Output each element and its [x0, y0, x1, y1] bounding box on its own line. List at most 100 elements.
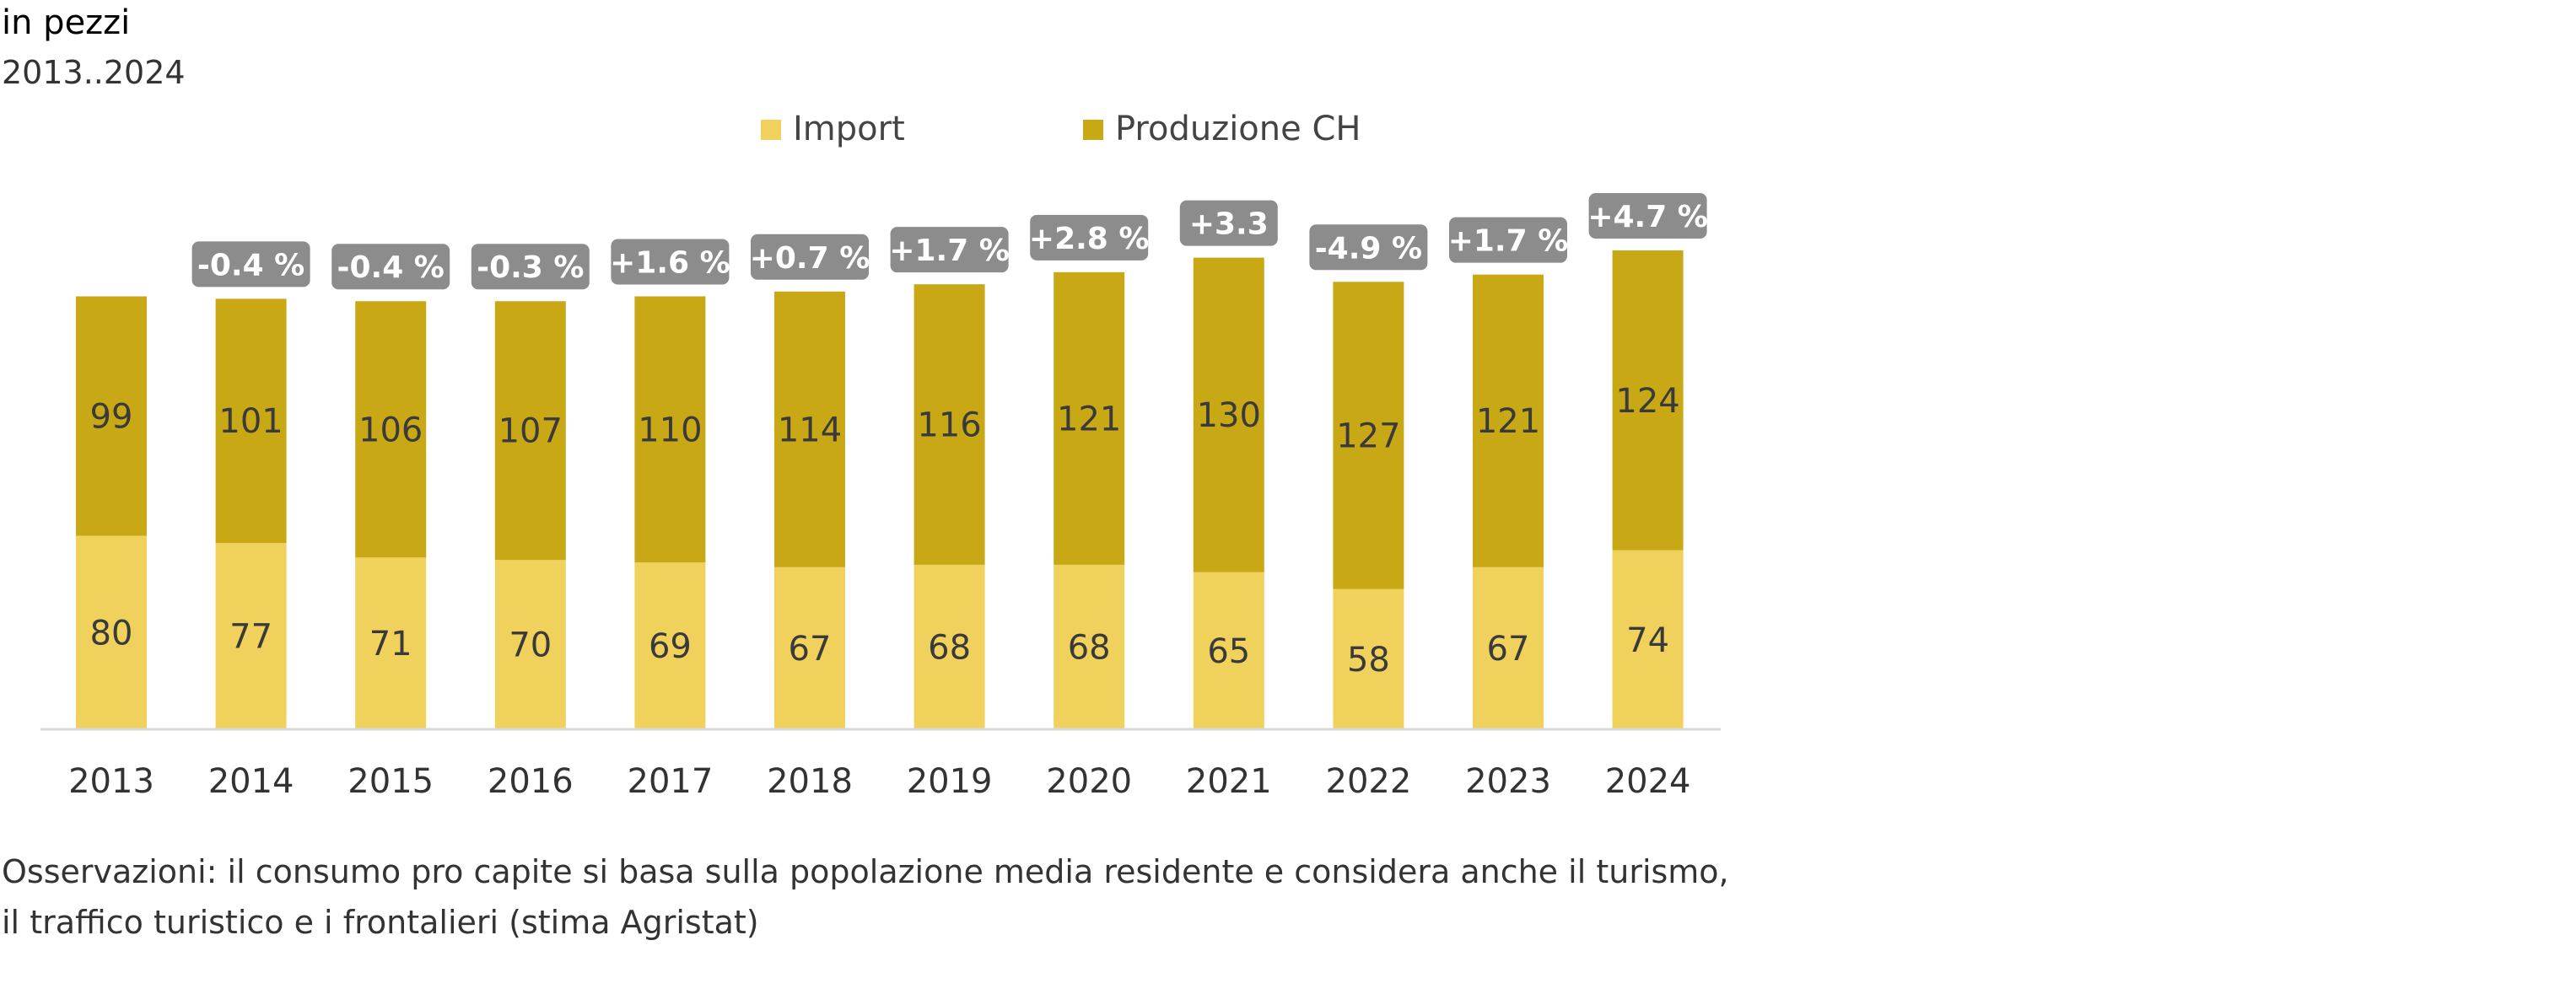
- x-tick-label: 2013: [68, 762, 154, 801]
- bar-segment-produzione: [1054, 271, 1125, 565]
- bar-segment-produzione: [1612, 250, 1684, 551]
- data-label: 68: [1068, 628, 1111, 667]
- legend-label: Import: [793, 110, 905, 148]
- data-label: 74: [1626, 621, 1669, 660]
- change-label: +2.8 %: [1029, 214, 1150, 261]
- data-label: 130: [1197, 396, 1261, 435]
- change-label-background: [471, 244, 590, 290]
- bar-segment-produzione: [634, 296, 706, 563]
- bar-segment-import: [1473, 567, 1544, 729]
- change-label-text: +1.7 %: [889, 234, 1010, 268]
- stacked-bar-chart: Import Produzione CH 80 99 77 101 -0.4 % 71 106…: [40, 110, 1721, 801]
- bar-segment-import: [494, 560, 566, 729]
- change-label-text: +1.6 %: [610, 246, 730, 281]
- bar-stack: 58 127 -4.9 %: [1309, 224, 1428, 729]
- data-label: 65: [1207, 632, 1250, 671]
- change-label-background: [1179, 200, 1278, 246]
- data-label: 110: [638, 411, 702, 449]
- change-label-background: [611, 239, 730, 285]
- chart-title: in pezzi: [2, 3, 131, 42]
- bar-segment-import: [355, 557, 427, 729]
- change-label: +3.3: [1179, 200, 1278, 246]
- data-label: 114: [778, 411, 842, 449]
- x-tick-label: 2022: [1326, 762, 1412, 801]
- chart-note: Osservazioni: il consumo pro capite si b…: [2, 853, 1729, 941]
- change-label-text: +3.3: [1189, 207, 1269, 242]
- bar-stack: 65 130 +3.3: [1179, 200, 1278, 729]
- change-label: +4.7 %: [1587, 193, 1708, 239]
- change-label: -4.9 %: [1309, 224, 1428, 271]
- change-label-text: +4.7 %: [1587, 200, 1708, 234]
- legend-item: Import: [761, 110, 905, 148]
- change-label: -0.4 %: [331, 244, 450, 290]
- x-tick-label: 2021: [1186, 762, 1272, 801]
- change-label-text: +2.8 %: [1029, 222, 1150, 256]
- change-label: +1.7 %: [889, 227, 1010, 273]
- bars: 80 99 77 101 -0.4 % 71 106 -0.4 % 70 107 -0.3 % 69 1…: [76, 193, 1708, 729]
- x-tick-label: 2024: [1605, 762, 1691, 801]
- data-label: 67: [1487, 630, 1530, 669]
- bar-segment-produzione: [355, 301, 427, 558]
- data-label: 107: [498, 412, 563, 451]
- bar-segment-import: [634, 562, 706, 729]
- bar-segment-import: [1054, 564, 1125, 729]
- data-label: 58: [1347, 641, 1390, 680]
- data-label: 67: [789, 630, 832, 669]
- change-label-background: [331, 244, 450, 290]
- data-label: 101: [218, 402, 283, 441]
- change-label-text: -0.4 %: [197, 248, 304, 282]
- change-label-background: [751, 234, 869, 280]
- bar-segment-import: [913, 564, 985, 729]
- data-label: 121: [1057, 400, 1121, 438]
- bar-segment-produzione: [1193, 257, 1264, 572]
- change-label: +1.7 %: [1448, 217, 1569, 263]
- bar-segment-import: [774, 567, 845, 729]
- change-label-background: [1030, 214, 1149, 261]
- bar-stack: 67 114 +0.7 %: [750, 234, 870, 729]
- bar-stack: 71 106 -0.4 %: [331, 244, 450, 729]
- data-label: 70: [509, 626, 552, 665]
- change-label-background: [1309, 224, 1428, 271]
- data-label: 121: [1476, 402, 1540, 441]
- x-tick-label: 2018: [767, 762, 853, 801]
- bar-stack: 77 101 -0.4 %: [191, 241, 310, 729]
- chart-subtitle: 2013..2024: [2, 54, 186, 91]
- change-label-text: +1.7 %: [1448, 224, 1569, 259]
- data-label: 80: [90, 614, 133, 653]
- x-tick-label: 2020: [1046, 762, 1132, 801]
- change-label-text: -4.9 %: [1315, 231, 1422, 266]
- data-label: 124: [1615, 382, 1679, 421]
- bar-segment-produzione: [1333, 282, 1404, 589]
- x-tick-label: 2014: [208, 762, 294, 801]
- bar-stack: 67 121 +1.7 %: [1448, 217, 1569, 729]
- legend-label: Produzione CH: [1115, 110, 1361, 148]
- bar-segment-import: [1333, 588, 1404, 729]
- data-label: 116: [917, 406, 981, 445]
- bar-segment-import: [1193, 572, 1264, 729]
- x-tick-label: 2017: [628, 762, 714, 801]
- change-label-background: [890, 227, 1009, 273]
- bar-stack: 80 99: [76, 296, 147, 729]
- x-tick-label: 2016: [488, 762, 574, 801]
- legend-swatch: [761, 120, 781, 140]
- bar-segment-import: [215, 543, 287, 729]
- bar-segment-produzione: [494, 301, 566, 561]
- data-label: 99: [90, 398, 133, 437]
- data-label: 127: [1336, 416, 1400, 455]
- bar-segment-import: [76, 535, 147, 729]
- legend-swatch: [1083, 120, 1103, 140]
- bar-stack: 68 116 +1.7 %: [889, 227, 1010, 729]
- x-tick-label: 2023: [1465, 762, 1551, 801]
- data-label: 71: [369, 625, 412, 664]
- change-label-text: +0.7 %: [750, 241, 870, 276]
- change-label-text: -0.3 %: [477, 250, 584, 285]
- data-label: 77: [229, 618, 272, 657]
- bar-stack: 68 121 +2.8 %: [1029, 214, 1150, 729]
- data-label: 106: [358, 411, 423, 449]
- change-label: -0.4 %: [191, 241, 310, 287]
- legend-item: Produzione CH: [1083, 110, 1361, 148]
- bar-segment-produzione: [913, 284, 985, 565]
- bar-stack: 74 124 +4.7 %: [1587, 193, 1708, 729]
- change-label: +0.7 %: [750, 234, 870, 280]
- change-label-background: [1588, 193, 1707, 239]
